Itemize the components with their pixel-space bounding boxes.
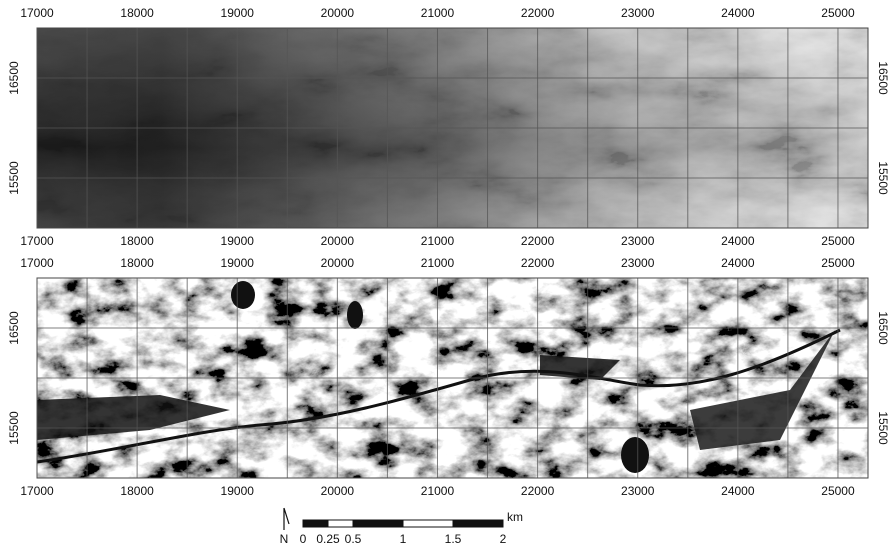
x-tick-label: 19000 xyxy=(221,6,255,20)
x-tick-label: 25000 xyxy=(821,6,855,20)
x-tick-label: 24000 xyxy=(721,484,755,498)
scale-bar-unit: km xyxy=(507,510,523,524)
x-tick-label: 19000 xyxy=(221,484,255,498)
x-tick-label: 19000 xyxy=(221,256,255,270)
scale-bar-segment xyxy=(453,520,503,527)
x-tick-label: 20000 xyxy=(321,256,355,270)
x-tick-label: 18000 xyxy=(120,484,154,498)
scale-bar-label: 2 xyxy=(500,532,507,546)
north-arrow xyxy=(284,508,289,530)
y-tick-label: 16500 xyxy=(876,61,890,95)
x-tick-label: 22000 xyxy=(521,256,555,270)
y-tick-label: 15500 xyxy=(876,161,890,195)
x-tick-label: 23000 xyxy=(621,6,655,20)
x-tick-label: 20000 xyxy=(321,234,355,248)
x-tick-label: 22000 xyxy=(521,484,555,498)
x-tick-label: 21000 xyxy=(421,256,455,270)
y-tick-label: 16500 xyxy=(7,311,21,345)
y-tick-label: 16500 xyxy=(876,311,890,345)
x-tick-label: 21000 xyxy=(421,484,455,498)
x-tick-label: 21000 xyxy=(421,6,455,20)
x-tick-label: 22000 xyxy=(521,6,555,20)
x-tick-label: 22000 xyxy=(521,234,555,248)
map-figure: N 17000170001800018000190001900020000200… xyxy=(0,0,893,549)
scale-bar-label: 1.5 xyxy=(445,532,462,546)
north-label: N xyxy=(280,532,289,546)
y-tick-label: 16500 xyxy=(7,61,21,95)
x-tick-label: 17000 xyxy=(20,256,54,270)
x-tick-label: 25000 xyxy=(821,234,855,248)
x-tick-label: 23000 xyxy=(621,234,655,248)
x-tick-label: 20000 xyxy=(321,484,355,498)
x-tick-label: 17000 xyxy=(20,6,54,20)
x-tick-label: 18000 xyxy=(120,6,154,20)
scale-bar-segment xyxy=(403,520,453,527)
y-tick-label: 15500 xyxy=(7,411,21,445)
scale-bar-segment xyxy=(328,520,353,527)
y-tick-label: 15500 xyxy=(7,161,21,195)
x-tick-label: 18000 xyxy=(120,256,154,270)
x-tick-label: 20000 xyxy=(321,6,355,20)
scale-bar-label: 1 xyxy=(400,532,407,546)
x-tick-label: 24000 xyxy=(721,6,755,20)
y-tick-label: 15500 xyxy=(876,411,890,445)
x-tick-label: 24000 xyxy=(721,234,755,248)
x-tick-label: 17000 xyxy=(20,234,54,248)
x-tick-label: 25000 xyxy=(821,484,855,498)
x-tick-label: 25000 xyxy=(821,256,855,270)
scale-bar-segment xyxy=(353,520,403,527)
x-tick-label: 23000 xyxy=(621,484,655,498)
scale-bar-label: 0.5 xyxy=(345,532,362,546)
scale-bar-label: 0 xyxy=(300,532,307,546)
scale-bar-label: 0.25 xyxy=(316,532,340,546)
x-tick-label: 21000 xyxy=(421,234,455,248)
x-tick-label: 23000 xyxy=(621,256,655,270)
x-tick-label: 18000 xyxy=(120,234,154,248)
x-tick-label: 19000 xyxy=(221,234,255,248)
x-tick-label: 24000 xyxy=(721,256,755,270)
scale-bar-segment xyxy=(303,520,328,527)
x-tick-label: 17000 xyxy=(20,484,54,498)
